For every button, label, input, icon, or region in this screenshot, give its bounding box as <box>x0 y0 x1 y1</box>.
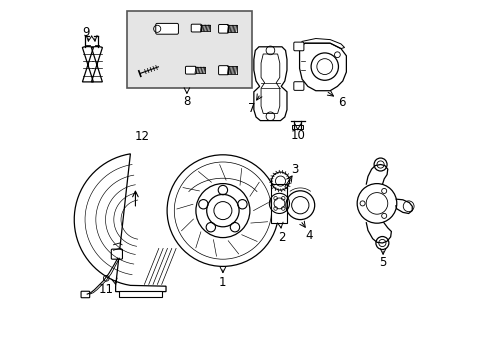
FancyBboxPatch shape <box>271 184 287 223</box>
FancyBboxPatch shape <box>119 291 162 297</box>
Text: 7: 7 <box>247 102 255 114</box>
Text: 8: 8 <box>183 95 190 108</box>
FancyBboxPatch shape <box>293 82 303 90</box>
FancyBboxPatch shape <box>292 125 303 129</box>
FancyBboxPatch shape <box>111 249 122 259</box>
Text: 9: 9 <box>82 26 90 39</box>
Text: 11: 11 <box>98 283 113 296</box>
Text: 2: 2 <box>277 231 285 244</box>
Text: 5: 5 <box>379 256 386 269</box>
Text: 4: 4 <box>305 229 312 242</box>
Text: 3: 3 <box>291 163 298 176</box>
FancyBboxPatch shape <box>127 11 251 88</box>
FancyBboxPatch shape <box>293 42 303 51</box>
Text: 1: 1 <box>219 276 226 289</box>
FancyBboxPatch shape <box>156 23 178 34</box>
Text: 6: 6 <box>337 96 345 109</box>
FancyBboxPatch shape <box>218 24 228 33</box>
Text: 12: 12 <box>134 130 149 143</box>
FancyBboxPatch shape <box>185 66 196 74</box>
FancyBboxPatch shape <box>218 66 228 75</box>
FancyBboxPatch shape <box>191 24 201 32</box>
FancyBboxPatch shape <box>81 291 89 298</box>
Text: 10: 10 <box>290 129 305 141</box>
